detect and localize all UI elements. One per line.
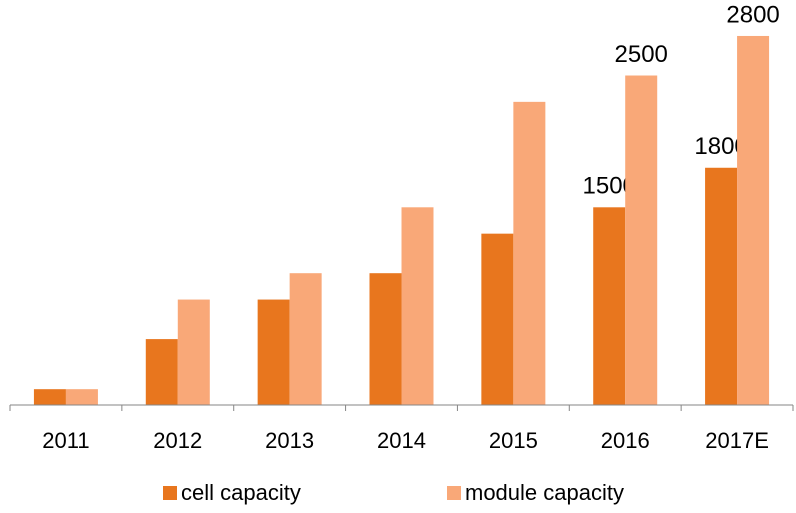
x-tick-label: 2017E xyxy=(705,428,769,453)
bar xyxy=(369,273,402,405)
bar xyxy=(705,167,738,405)
x-tick-label: 2015 xyxy=(489,428,538,453)
legend-swatch xyxy=(447,486,461,500)
legend-swatch xyxy=(163,486,177,500)
x-tick-label: 2016 xyxy=(601,428,650,453)
x-tick-label: 2013 xyxy=(265,428,314,453)
bar xyxy=(481,233,514,405)
legend-label: module capacity xyxy=(465,480,624,505)
bar xyxy=(145,339,178,405)
bar xyxy=(289,273,322,405)
bar xyxy=(257,299,290,405)
bar xyxy=(33,389,66,405)
x-tick-label: 2014 xyxy=(377,428,426,453)
x-tick-label: 2011 xyxy=(42,428,89,453)
bar xyxy=(737,35,770,406)
legend-label: cell capacity xyxy=(181,480,301,505)
bar xyxy=(513,101,546,406)
value-label: 2800 xyxy=(726,1,779,28)
bar xyxy=(593,207,626,405)
bar xyxy=(401,207,434,405)
bar xyxy=(625,75,658,405)
value-label: 2500 xyxy=(615,41,668,68)
bar xyxy=(177,299,210,405)
bar xyxy=(65,389,98,405)
x-tick-label: 2012 xyxy=(153,428,202,453)
